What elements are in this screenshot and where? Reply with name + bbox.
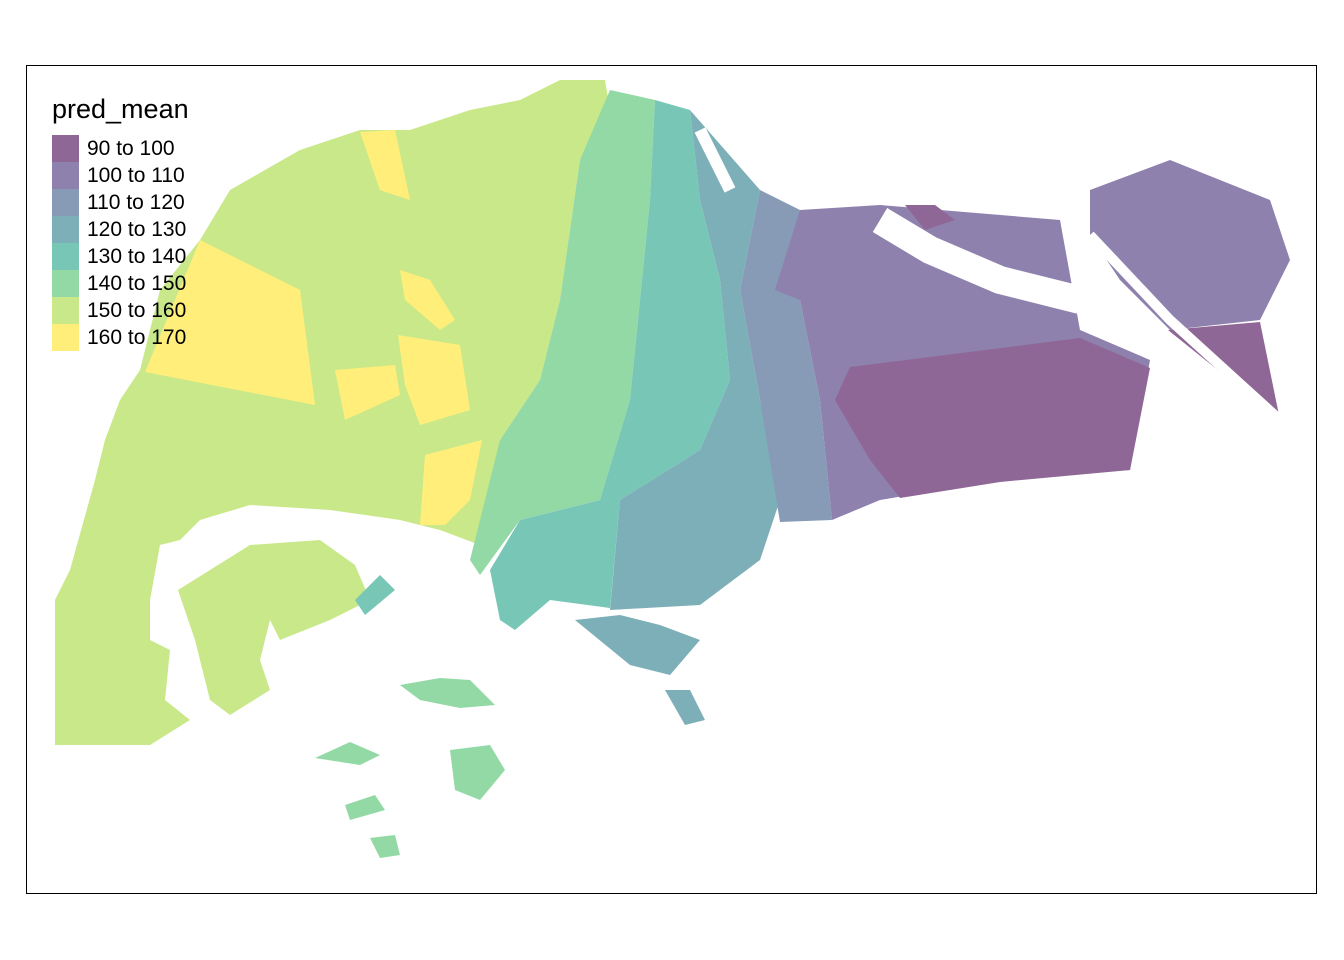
legend-swatch (52, 162, 79, 189)
legend-swatch (52, 270, 79, 297)
legend-swatch (52, 324, 79, 351)
region-120-130 (575, 615, 700, 675)
region-140-150 (400, 678, 495, 708)
map-regions (55, 80, 1290, 858)
region-160-170 (335, 365, 400, 420)
legend-swatch (52, 135, 79, 162)
legend-label: 110 to 120 (87, 190, 185, 214)
region-140-150 (370, 835, 400, 858)
region-90-100 (905, 205, 955, 230)
legend-title: pred_mean (52, 94, 189, 124)
legend-item: 110 to 120 (52, 189, 189, 216)
region-130-140 (355, 575, 395, 615)
region-140-150 (315, 742, 380, 765)
legend-item: 150 to 160 (52, 297, 189, 324)
region-160-170 (360, 130, 410, 200)
legend-swatch (52, 297, 79, 324)
region-120-130 (610, 110, 780, 610)
legend-item: 130 to 140 (52, 243, 189, 270)
water-channels (694, 127, 1284, 424)
legend-item: 120 to 130 (52, 216, 189, 243)
legend-label: 140 to 150 (87, 271, 187, 295)
legend-swatch (52, 189, 79, 216)
region-130-140 (490, 100, 730, 630)
region-110-120 (740, 190, 832, 522)
legend-item: 90 to 100 (52, 135, 189, 162)
legend-swatch (52, 243, 79, 270)
legend-label: 120 to 130 (87, 217, 187, 241)
legend-label: 160 to 170 (87, 325, 187, 349)
region-140-150 (345, 795, 385, 820)
legend-item: 160 to 170 (52, 324, 189, 351)
legend-swatch (52, 216, 79, 243)
legend-label: 90 to 100 (87, 136, 175, 160)
legend-label: 100 to 110 (87, 163, 185, 187)
region-140-150 (470, 90, 655, 575)
legend-item: 140 to 150 (52, 270, 189, 297)
region-160-170 (398, 335, 470, 425)
map-legend: pred_mean 90 to 100 100 to 110 110 to 120 1… (52, 94, 189, 351)
region-90-100 (835, 338, 1150, 498)
region-160-170 (145, 240, 315, 405)
region-140-150 (450, 745, 505, 800)
region-150-160 (178, 540, 370, 715)
legend-label: 130 to 140 (87, 244, 187, 268)
region-150-160 (55, 80, 610, 745)
region-120-130 (665, 690, 705, 725)
legend-item: 100 to 110 (52, 162, 189, 189)
legend-label: 150 to 160 (87, 298, 187, 322)
region-160-170 (420, 440, 482, 525)
region-160-170 (400, 270, 455, 330)
